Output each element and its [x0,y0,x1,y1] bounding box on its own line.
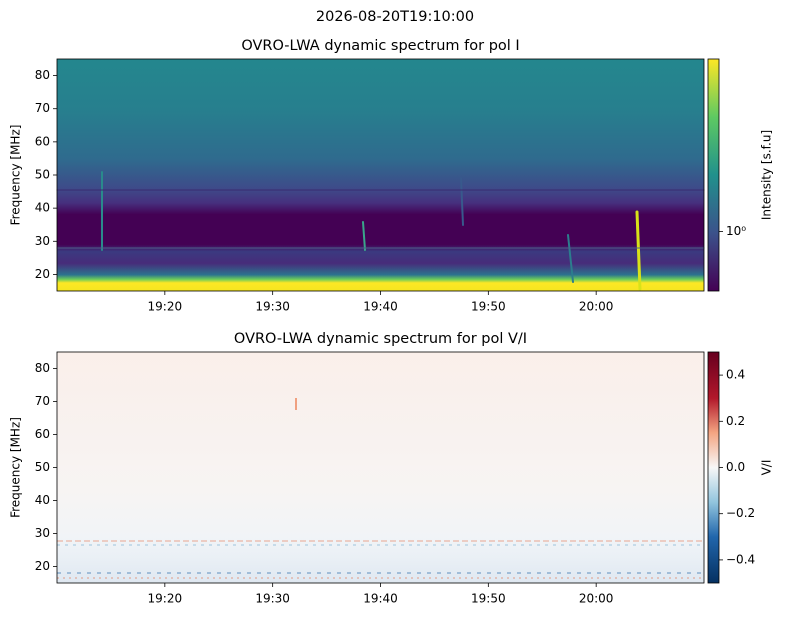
figure-title: 2026-08-20T19:10:00 [316,9,474,25]
y-tick-label: 50 [35,168,50,182]
colorbar [707,351,720,584]
x-tick-label: 19:20 [148,300,183,314]
x-tick-label: 19:30 [255,300,290,314]
x-tick-label: 19:30 [255,592,290,606]
spectrum-features [57,398,704,579]
y-tick-label: 60 [35,427,50,441]
x-tick-label: 19:40 [363,300,398,314]
y-tick-label: 70 [35,394,50,408]
y-axis-label: Frequency [MHz] [9,417,23,518]
colorbar [707,58,720,292]
colorbar-label: Intensity [s.f.u] [760,130,774,220]
y-tick-label: 70 [35,101,50,115]
y-tick-label: 80 [35,361,50,375]
panel-title: OVRO-LWA dynamic spectrum for pol I [241,38,519,54]
colorbar-tick-label: −0.2 [726,506,755,520]
y-tick-label: 20 [35,267,50,281]
y-tick-label: 40 [35,493,50,507]
y-axis-label: Frequency [MHz] [9,125,23,226]
y-tick-label: 30 [35,526,50,540]
colorbar-label: V/I [760,460,774,476]
x-tick-label: 20:00 [579,300,614,314]
y-tick-label: 80 [35,68,50,82]
colorbar-tick-label: 0.0 [726,460,745,474]
x-tick-label: 19:40 [363,592,398,606]
panel-title: OVRO-LWA dynamic spectrum for pol V/I [234,331,527,347]
colorbar-tick-label: −0.4 [726,552,755,566]
spectrogram [57,352,704,583]
y-tick-label: 20 [35,559,50,573]
colorbar-tick-label: 10⁰ [726,224,746,238]
y-tick-label: 40 [35,201,50,215]
x-tick-label: 19:50 [471,592,506,606]
spectrogram [57,59,704,291]
y-tick-label: 50 [35,460,50,474]
x-tick-label: 20:00 [579,592,614,606]
x-tick-label: 19:50 [471,300,506,314]
y-tick-label: 30 [35,234,50,248]
y-tick-label: 60 [35,134,50,148]
colorbar-tick-label: 0.4 [726,368,745,382]
spectrum-features [56,171,705,291]
x-tick-label: 19:20 [148,592,183,606]
colorbar-tick-label: 0.2 [726,414,745,428]
